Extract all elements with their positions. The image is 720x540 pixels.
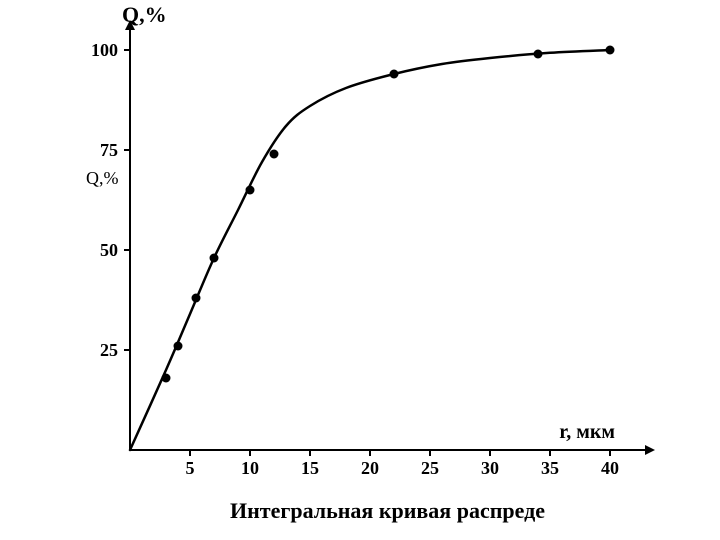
y-tick-label: 25 <box>100 340 118 360</box>
x-tick-label: 35 <box>541 458 559 478</box>
x-tick-label: 40 <box>601 458 619 478</box>
y-tick-label: 50 <box>100 240 118 260</box>
x-tick-label: 5 <box>186 458 195 478</box>
data-point <box>162 374 171 383</box>
x-axis-title: r, мкм <box>559 421 615 443</box>
x-tick-label: 25 <box>421 458 439 478</box>
x-tick-label: 10 <box>241 458 259 478</box>
data-point <box>390 70 399 79</box>
cumulative-distribution-chart: 25 50 75 100 5 10 15 20 25 30 35 40 Q,% r, мкм Q,% <box>0 0 720 540</box>
chart-caption: Интегральная кривая распреде <box>230 498 545 524</box>
chart-container: 25 50 75 100 5 10 15 20 25 30 35 40 Q,% r, мкм Q,% Инт… <box>0 0 720 540</box>
x-axis-arrow <box>645 445 655 455</box>
y-tick-label: 75 <box>100 140 118 160</box>
y-axis-title: Q,% <box>122 2 167 27</box>
x-tick-label: 20 <box>361 458 379 478</box>
data-point <box>534 50 543 59</box>
data-point <box>606 46 615 55</box>
x-tick-label: 15 <box>301 458 319 478</box>
data-point <box>270 150 279 159</box>
data-point <box>174 342 183 351</box>
y-axis-secondary-label: Q,% <box>86 168 119 188</box>
data-point <box>210 254 219 263</box>
data-point <box>246 186 255 195</box>
y-tick-label: 100 <box>91 40 118 60</box>
distribution-curve <box>130 50 610 450</box>
data-point <box>192 294 201 303</box>
x-tick-label: 30 <box>481 458 499 478</box>
